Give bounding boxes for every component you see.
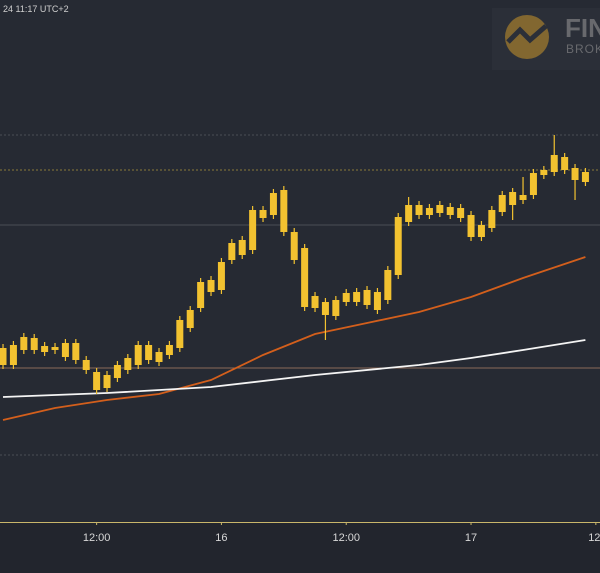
candle-body — [550, 155, 558, 172]
candle-body — [197, 282, 205, 308]
candle-body — [477, 225, 485, 237]
candle-body — [540, 170, 548, 175]
candles — [0, 135, 589, 394]
candle-body — [269, 193, 277, 215]
candle-body — [72, 343, 80, 360]
level-lines — [0, 134, 600, 456]
x-tick-label: 12:00 — [83, 532, 111, 544]
candle-body — [509, 192, 517, 205]
candle-body — [519, 195, 527, 200]
candle-body — [145, 345, 153, 360]
candle-body — [373, 292, 381, 310]
candle-body — [571, 168, 579, 180]
candle-body — [488, 210, 496, 228]
candle-body — [425, 208, 433, 215]
candle-body — [394, 217, 402, 275]
candle-body — [30, 338, 38, 350]
candle-body — [415, 205, 423, 215]
candle-body — [61, 343, 69, 357]
candle-body — [332, 300, 340, 316]
candle-body — [186, 310, 194, 328]
candle-body — [280, 190, 288, 232]
logo-mark — [506, 24, 548, 44]
logo: FIN BROK — [505, 13, 600, 59]
candle-body — [0, 348, 7, 365]
candle-body — [124, 358, 132, 370]
candle-body — [113, 365, 121, 378]
candle-body — [259, 210, 267, 218]
x-tick-label: 16 — [215, 532, 227, 544]
candle-body — [384, 270, 392, 300]
candle-body — [498, 195, 506, 212]
candle-body — [446, 207, 454, 215]
candle-body — [82, 360, 90, 370]
candle-body — [561, 157, 569, 170]
candle-body — [207, 280, 215, 292]
candle-body — [134, 345, 142, 365]
candle-body — [353, 292, 361, 302]
candle-body — [342, 293, 350, 302]
candle-body — [321, 302, 329, 315]
candle-body — [457, 208, 465, 218]
candle-body — [165, 345, 173, 355]
candle-body — [301, 248, 309, 307]
candle-body — [155, 352, 163, 362]
x-tick-label: 17 — [465, 532, 477, 544]
candle-body — [290, 232, 298, 260]
candle-body — [103, 375, 111, 388]
candle-body — [581, 172, 589, 182]
candle-body — [228, 243, 236, 260]
candle-body — [529, 173, 537, 195]
logo-title: FIN — [565, 13, 600, 43]
moving-average-line — [2, 339, 586, 398]
header-text: 24 11:17 UTC+2 — [3, 4, 69, 14]
candle-body — [249, 210, 257, 250]
candle-body — [41, 346, 49, 352]
candle-body — [217, 262, 225, 290]
candle-body — [311, 296, 319, 308]
candle-body — [238, 240, 246, 255]
logo-subtitle: BROK — [566, 42, 600, 56]
axis-band — [0, 523, 600, 573]
candle-body — [363, 290, 371, 305]
candle-body — [467, 215, 475, 237]
moving-average-line — [2, 256, 586, 421]
candle-body — [436, 205, 444, 213]
candle-body — [20, 337, 28, 350]
candle-body — [93, 372, 101, 390]
x-tick-label: 12: — [588, 532, 600, 544]
candle-body — [176, 320, 184, 348]
candle-body — [9, 345, 17, 365]
candle-body — [405, 205, 413, 222]
x-tick-label: 12:00 — [332, 532, 360, 544]
candle-body — [51, 347, 59, 350]
